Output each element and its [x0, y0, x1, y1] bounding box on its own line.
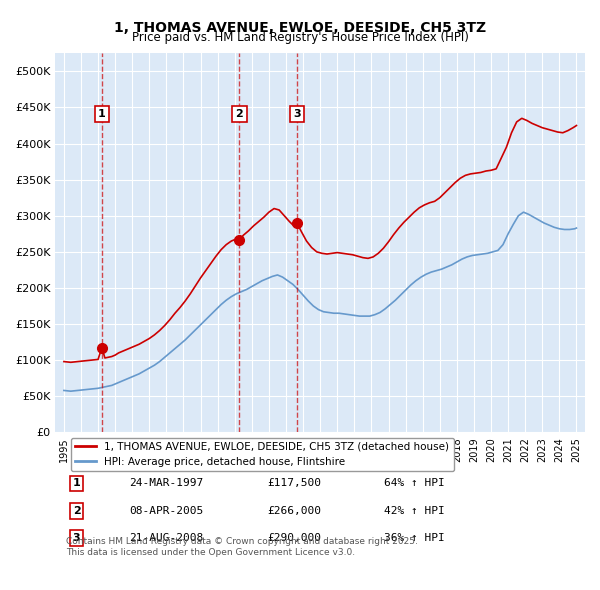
Text: 36% ↑ HPI: 36% ↑ HPI — [384, 533, 445, 543]
Text: 2: 2 — [73, 506, 80, 516]
Text: £117,500: £117,500 — [267, 478, 321, 489]
Text: 64% ↑ HPI: 64% ↑ HPI — [384, 478, 445, 489]
Legend: 1, THOMAS AVENUE, EWLOE, DEESIDE, CH5 3TZ (detached house), HPI: Average price, : 1, THOMAS AVENUE, EWLOE, DEESIDE, CH5 3T… — [71, 438, 454, 471]
Text: £290,000: £290,000 — [267, 533, 321, 543]
Text: £266,000: £266,000 — [267, 506, 321, 516]
Text: 08-APR-2005: 08-APR-2005 — [130, 506, 204, 516]
Text: 1: 1 — [98, 109, 106, 119]
Text: 3: 3 — [293, 109, 301, 119]
Text: Contains HM Land Registry data © Crown copyright and database right 2025.
This d: Contains HM Land Registry data © Crown c… — [66, 537, 418, 556]
Text: 24-MAR-1997: 24-MAR-1997 — [130, 478, 204, 489]
Text: Price paid vs. HM Land Registry's House Price Index (HPI): Price paid vs. HM Land Registry's House … — [131, 31, 469, 44]
Text: 42% ↑ HPI: 42% ↑ HPI — [384, 506, 445, 516]
Text: 1, THOMAS AVENUE, EWLOE, DEESIDE, CH5 3TZ: 1, THOMAS AVENUE, EWLOE, DEESIDE, CH5 3T… — [114, 21, 486, 35]
Text: 2: 2 — [235, 109, 243, 119]
Text: 21-AUG-2008: 21-AUG-2008 — [130, 533, 204, 543]
Text: 1: 1 — [73, 478, 80, 489]
Text: 3: 3 — [73, 533, 80, 543]
